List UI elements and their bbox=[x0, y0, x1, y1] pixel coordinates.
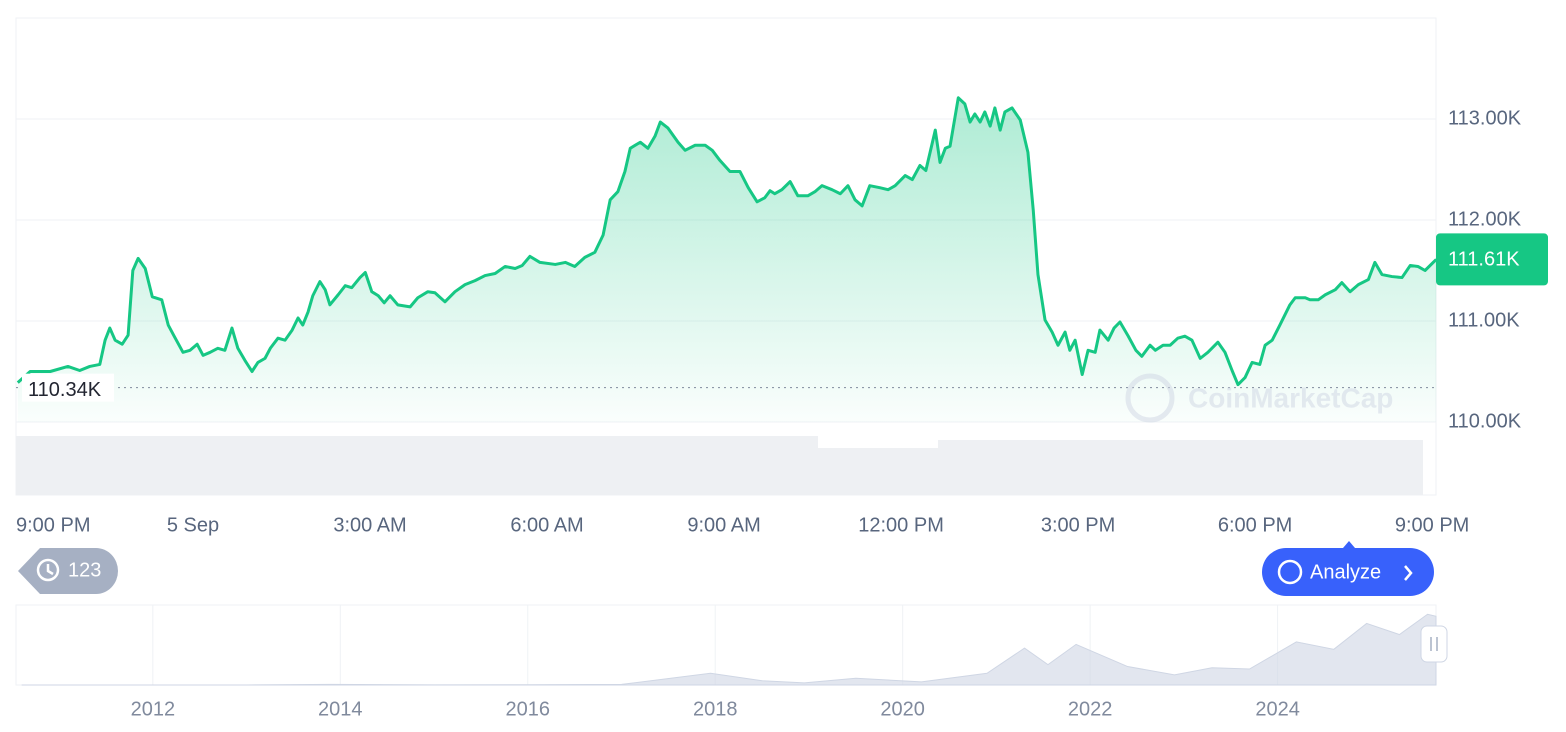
volume-band bbox=[16, 436, 818, 495]
x-tick-label: 6:00 AM bbox=[510, 514, 583, 536]
open-price-label: 110.34K bbox=[28, 379, 102, 401]
y-tick-label: 111.00K bbox=[1448, 309, 1520, 331]
handle-grip bbox=[1430, 637, 1438, 651]
x-tick-label: 3:00 PM bbox=[1041, 514, 1115, 536]
x-tick-label: 9:00 AM bbox=[687, 514, 760, 536]
handle-shape[interactable] bbox=[1420, 625, 1448, 663]
x-tick-label: 9:00 PM bbox=[1395, 514, 1469, 536]
button-label[interactable]: Analyze bbox=[1310, 561, 1381, 583]
x-tick-label: 2014 bbox=[318, 698, 363, 720]
y-tick-label: 113.00K bbox=[1448, 107, 1522, 129]
main-chart: 110.00K 111.00K 112.00K 113.00K 9:00 PM 5 Sep… bbox=[16, 96, 1548, 536]
open-price-label-bg bbox=[22, 373, 114, 402]
history-area bbox=[21, 613, 1437, 686]
watermark-logo bbox=[1125, 373, 1175, 423]
badge-count: 123 bbox=[68, 559, 101, 581]
button-shape[interactable] bbox=[1262, 548, 1434, 596]
x-tick-label: 12:00 PM bbox=[858, 514, 944, 536]
navigator-handle[interactable] bbox=[1420, 625, 1448, 663]
x-tick-label: 3:00 AM bbox=[333, 514, 406, 536]
volume-band bbox=[818, 448, 938, 495]
badge-shape[interactable] bbox=[18, 548, 118, 594]
x-tick-label: 2018 bbox=[693, 698, 738, 720]
clock-hands bbox=[46, 564, 54, 576]
volume-band bbox=[938, 440, 1423, 495]
button-pointer bbox=[1343, 541, 1355, 548]
navigator-chart: 2012 2014 2016 2018 2020 2022 2024 bbox=[21, 605, 1437, 720]
x-tick-label: 6:00 PM bbox=[1218, 514, 1292, 536]
price-line bbox=[16, 96, 1438, 387]
x-tick-label: 2022 bbox=[1068, 698, 1113, 720]
button-icon bbox=[1277, 559, 1303, 585]
button-chevron bbox=[1404, 565, 1413, 581]
watermark: CoinMarketCap bbox=[1125, 373, 1393, 423]
x-tick-label: 2024 bbox=[1255, 698, 1300, 720]
last-price-tag bbox=[1436, 233, 1548, 286]
watermark-text: CoinMarketCap bbox=[1188, 382, 1393, 413]
x-tick-label: 9:00 PM bbox=[16, 514, 90, 536]
history-badge[interactable]: 123 bbox=[18, 548, 118, 594]
last-price-label: 111.61K bbox=[1448, 249, 1520, 271]
clock-icon bbox=[36, 558, 60, 582]
x-tick-label: 2016 bbox=[506, 698, 551, 720]
y-tick-label: 110.00K bbox=[1448, 410, 1522, 432]
analyze-button[interactable]: Analyze bbox=[1262, 541, 1434, 596]
y-tick-label: 112.00K bbox=[1448, 208, 1522, 230]
x-tick-label: 5 Sep bbox=[167, 514, 219, 536]
price-area bbox=[17, 97, 1437, 422]
x-tick-label: 2012 bbox=[131, 698, 176, 720]
x-tick-label: 2020 bbox=[880, 698, 925, 720]
